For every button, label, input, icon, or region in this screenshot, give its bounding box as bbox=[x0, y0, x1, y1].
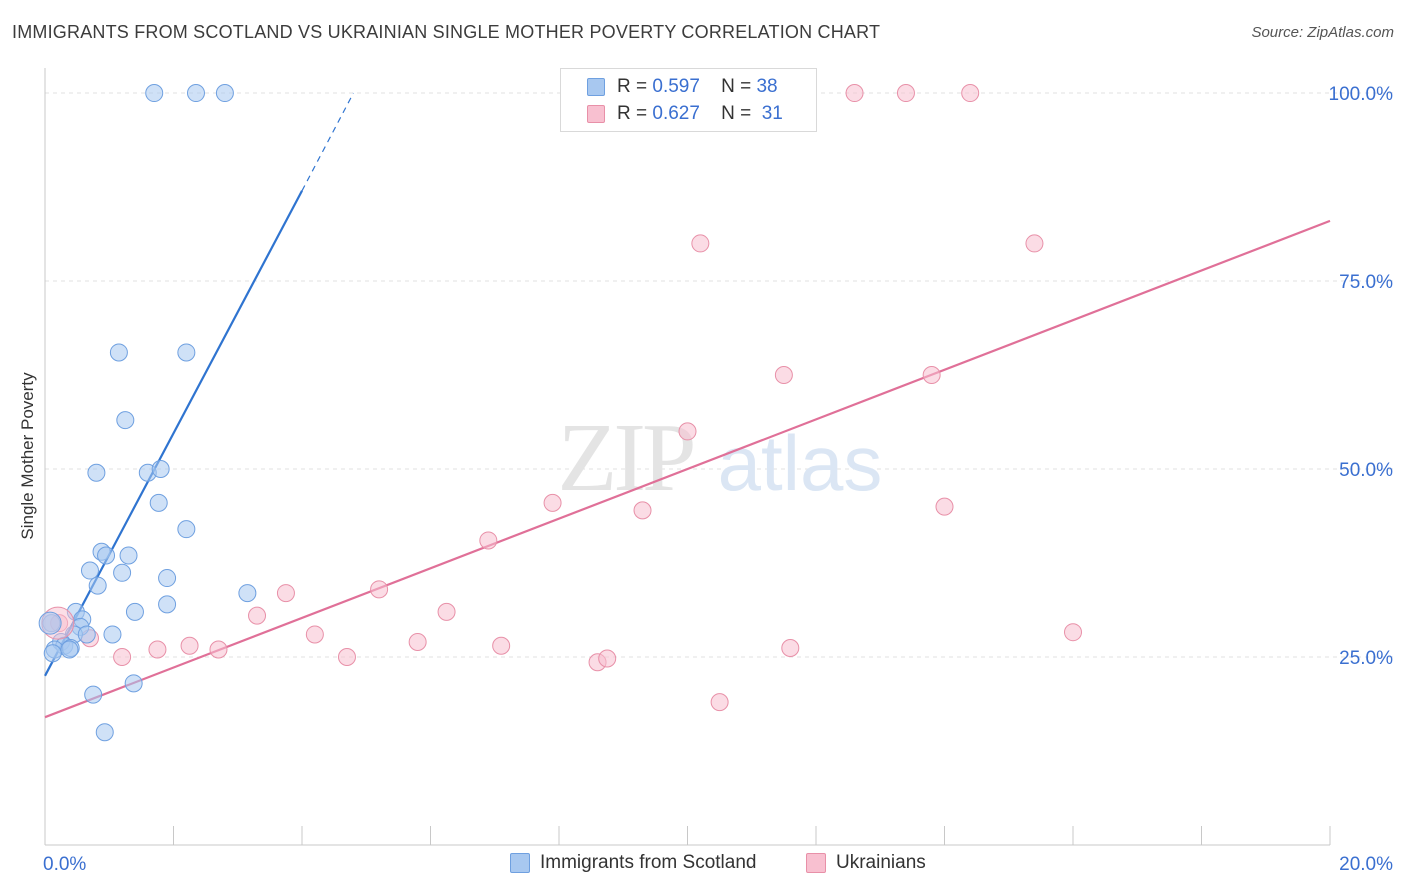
legend: Immigrants from Scotland Ukrainians bbox=[0, 852, 1406, 878]
trend-lines bbox=[44, 92, 1331, 719]
point-ukrainians bbox=[408, 632, 427, 651]
stats-row-ukrainians: R = 0.627 N = 31 bbox=[587, 102, 783, 126]
point-ukrainians bbox=[1064, 623, 1082, 642]
trend-line-scotland bbox=[44, 190, 303, 677]
point-scotland bbox=[109, 343, 128, 362]
point-scotland bbox=[116, 411, 135, 430]
point-scotland bbox=[145, 84, 164, 103]
point-ukrainians bbox=[633, 501, 652, 520]
point-ukrainians bbox=[180, 636, 199, 655]
point-scotland bbox=[43, 644, 62, 663]
legend-item-ukrainians[interactable]: Ukrainians bbox=[806, 852, 926, 874]
n-label: N = bbox=[721, 103, 752, 124]
point-scotland bbox=[88, 576, 107, 595]
stats-box: R = 0.597 N = 38 R = 0.627 N = 31 bbox=[560, 68, 817, 132]
point-ukrainians bbox=[148, 640, 167, 659]
data-points bbox=[38, 84, 1082, 742]
watermark-zip: ZIP bbox=[558, 404, 693, 512]
r-value: 0.627 bbox=[652, 103, 700, 124]
n-label: N = bbox=[721, 76, 752, 97]
point-scotland bbox=[77, 625, 96, 644]
n-value: 31 bbox=[761, 103, 783, 124]
point-scotland-cluster bbox=[38, 611, 62, 635]
x-tick-label-max: 20.0% bbox=[1339, 854, 1393, 875]
point-scotland bbox=[103, 625, 122, 644]
point-ukrainians bbox=[774, 366, 793, 385]
gridlines bbox=[45, 92, 1395, 658]
source-label: Source: ZipAtlas.com bbox=[1251, 24, 1394, 41]
point-ukrainians bbox=[113, 648, 132, 667]
n-value: 38 bbox=[756, 76, 778, 97]
legend-item-scotland[interactable]: Immigrants from Scotland bbox=[510, 852, 756, 874]
point-scotland bbox=[125, 602, 144, 621]
point-ukrainians bbox=[337, 648, 356, 667]
point-scotland bbox=[119, 546, 138, 565]
stats-row-scotland: R = 0.597 N = 38 bbox=[587, 75, 778, 99]
point-scotland bbox=[158, 569, 177, 588]
r-label: R = bbox=[617, 103, 648, 124]
legend-label-ukrainians: Ukrainians bbox=[836, 852, 926, 873]
point-ukrainians bbox=[276, 584, 295, 603]
point-ukrainians bbox=[896, 84, 915, 103]
legend-label-scotland: Immigrants from Scotland bbox=[540, 852, 757, 873]
point-scotland bbox=[149, 493, 168, 512]
point-scotland bbox=[60, 640, 79, 659]
point-ukrainians bbox=[1025, 234, 1044, 253]
point-ukrainians bbox=[209, 640, 228, 659]
point-ukrainians bbox=[492, 636, 511, 655]
point-scotland bbox=[158, 595, 177, 614]
point-ukrainians bbox=[370, 580, 389, 599]
y-axis-label: Single Mother Poverty bbox=[18, 372, 37, 540]
point-scotland bbox=[177, 520, 196, 539]
point-ukrainians bbox=[691, 234, 710, 253]
point-scotland bbox=[87, 463, 106, 482]
point-scotland bbox=[84, 685, 103, 704]
r-value: 0.597 bbox=[652, 76, 700, 97]
stats-swatch-scotland bbox=[587, 78, 605, 96]
watermark-atlas: atlas bbox=[718, 419, 883, 507]
point-ukrainians bbox=[961, 84, 980, 103]
axes bbox=[44, 68, 1331, 846]
point-ukrainians bbox=[543, 493, 562, 512]
point-ukrainians bbox=[678, 422, 697, 441]
point-ukrainians bbox=[922, 366, 941, 385]
y-tick-label: 100.0% bbox=[1329, 84, 1394, 105]
point-ukrainians bbox=[479, 531, 498, 550]
point-scotland bbox=[113, 563, 132, 582]
watermark: ZIP atlas bbox=[558, 404, 883, 512]
y-tick-label: 50.0% bbox=[1339, 460, 1393, 481]
y-tick-label: 75.0% bbox=[1339, 272, 1393, 293]
point-ukrainians bbox=[305, 625, 324, 644]
tick-labels: 25.0% 50.0% 75.0% 100.0% 0.0% 20.0% bbox=[43, 84, 1393, 875]
point-ukrainians bbox=[845, 84, 864, 103]
point-ukrainians bbox=[437, 602, 456, 621]
point-scotland bbox=[186, 84, 205, 103]
x-tick-label-min: 0.0% bbox=[43, 854, 86, 875]
point-scotland bbox=[215, 84, 234, 103]
point-ukrainians bbox=[248, 606, 267, 625]
point-scotland bbox=[124, 674, 143, 693]
trend-line-extension bbox=[301, 92, 354, 192]
point-ukrainians bbox=[710, 693, 729, 712]
point-scotland bbox=[151, 460, 170, 479]
legend-swatch-scotland bbox=[510, 853, 530, 873]
point-scotland bbox=[80, 561, 99, 580]
point-scotland bbox=[238, 584, 257, 603]
point-ukrainians bbox=[598, 649, 617, 668]
point-scotland bbox=[97, 546, 116, 565]
point-ukrainians bbox=[935, 497, 954, 516]
point-scotland bbox=[95, 723, 114, 742]
trend-line-ukrainians bbox=[44, 219, 1331, 719]
y-tick-label: 25.0% bbox=[1339, 648, 1393, 669]
r-label: R = bbox=[617, 76, 648, 97]
stats-swatch-ukrainians bbox=[587, 105, 605, 123]
point-ukrainians bbox=[781, 638, 800, 657]
legend-swatch-ukrainians bbox=[806, 853, 826, 873]
chart-title: IMMIGRANTS FROM SCOTLAND VS UKRAINIAN SI… bbox=[12, 22, 881, 42]
point-scotland bbox=[177, 343, 196, 362]
